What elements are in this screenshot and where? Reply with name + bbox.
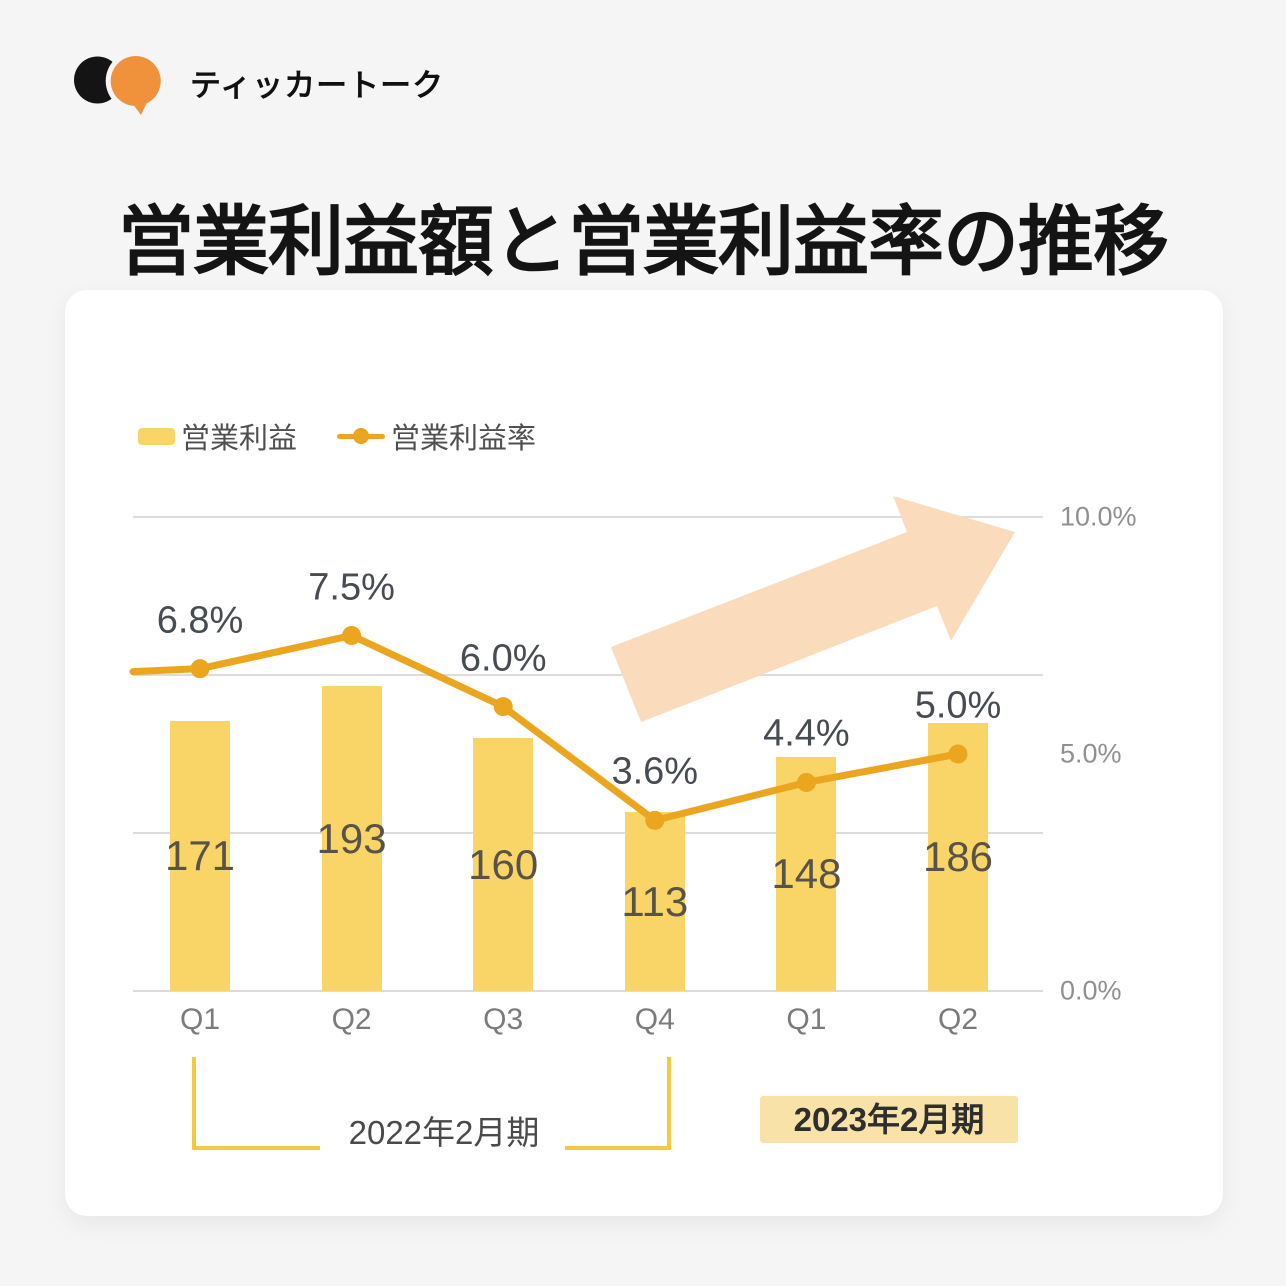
x-axis-label: Q2 (331, 1003, 372, 1036)
bar-value-label: 171 (164, 831, 236, 879)
gridline (133, 674, 1043, 676)
x-axis-label: Q1 (179, 1003, 221, 1036)
gridline (133, 516, 1043, 518)
page-title: 営業利益額と営業利益率の推移 (118, 199, 1169, 285)
legend-item-operating-profit: 営業利益 (138, 420, 297, 455)
logo-mark-icon (74, 51, 166, 119)
legend-label: 営業利益率 (391, 423, 537, 455)
bar-value-label: 160 (468, 840, 539, 888)
x-axis-label: Q4 (634, 1003, 675, 1036)
margin-percent-label: 7.5% (308, 566, 395, 608)
line-marker (493, 697, 513, 717)
right-axis-tick: 0.0% (1060, 975, 1122, 1006)
brand-name: ティッカートーク (190, 67, 445, 103)
bar (624, 812, 685, 991)
x-axis-label: Q2 (937, 1003, 979, 1036)
gridline (133, 832, 1043, 834)
margin-percent-label: 6.8% (156, 599, 244, 642)
margin-percent-label: 6.0% (459, 637, 547, 680)
right-axis-tick: 5.0% (1060, 738, 1122, 769)
period-badge-2023: 2023年2月期 (760, 1096, 1018, 1143)
bar-value-label: 186 (922, 833, 994, 880)
legend-item-operating-margin: 営業利益率 (337, 420, 536, 455)
bracket-left-horizontal (192, 1146, 320, 1150)
x-axis-label: Q1 (786, 1003, 827, 1036)
period-label-2022: 2022年2月期 (348, 1114, 540, 1151)
line-markers (190, 626, 968, 830)
margin-percent-label: 4.4% (763, 712, 850, 755)
bar-value-label: 148 (771, 850, 842, 898)
bracket-right-vertical (667, 1057, 671, 1150)
margin-percent-label: 3.6% (611, 750, 699, 793)
legend-label: 営業利益 (181, 423, 298, 455)
bar-value-label: 113 (621, 877, 689, 925)
bracket-right-horizontal (565, 1146, 671, 1150)
logo: ティッカートーク (70, 45, 550, 119)
x-axis-label: Q3 (483, 1003, 524, 1036)
right-axis-tick: 10.0% (1060, 501, 1137, 532)
bar-value-label: 193 (316, 814, 387, 862)
margin-percent-label: 5.0% (914, 684, 1002, 727)
line-swatch-icon (337, 427, 385, 445)
gridline (133, 990, 1043, 992)
chart-card: 営業利益 営業利益率 10.0% 5.0% 0.0% 171 Q1 193 Q2 160 Q3 1… (65, 290, 1223, 1216)
line-marker (342, 626, 362, 645)
bar-swatch-icon (138, 427, 175, 445)
bracket-left-vertical (192, 1057, 196, 1150)
